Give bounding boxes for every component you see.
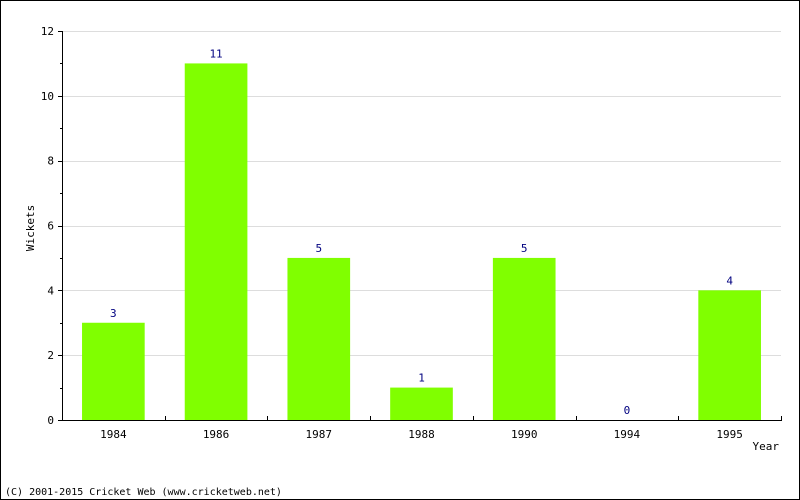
labels: 0 2 4 6 8 10 12 1984 3 1986 11 1987 5 1988 1 1990 5 1994 0… — [41, 25, 743, 441]
bar-1984 — [82, 322, 145, 420]
y-tick-label-0: 0 — [47, 414, 54, 427]
x-tick-label-1986: 1986 — [203, 428, 230, 441]
x-axis-label: Year — [753, 440, 780, 453]
data-label-1988: 1 — [418, 372, 425, 385]
bar-1988 — [390, 387, 453, 420]
x-tick-label-1990: 1990 — [511, 428, 538, 441]
y-tick-label-12: 12 — [41, 25, 54, 38]
bar-1986 — [184, 63, 248, 421]
y-tick-label-4: 4 — [47, 284, 54, 297]
y-tick-label-6: 6 — [47, 220, 54, 233]
data-label-1994: 0 — [624, 404, 631, 417]
x-tick-label-1994: 1994 — [614, 428, 641, 441]
x-tick-label-1987: 1987 — [306, 428, 333, 441]
bar-1987 — [287, 257, 351, 420]
x-tick-label-1995: 1995 — [716, 428, 743, 441]
y-tick-label-10: 10 — [41, 90, 54, 103]
bar-1995 — [698, 290, 761, 420]
bar-1990 — [492, 257, 556, 420]
x-tick-label-1988: 1988 — [408, 428, 435, 441]
axes — [58, 31, 782, 421]
data-label-1995: 4 — [726, 274, 733, 287]
x-tick-label-1984: 1984 — [100, 428, 127, 441]
data-label-1990: 5 — [521, 242, 528, 255]
data-label-1984: 3 — [110, 307, 117, 320]
bars — [82, 63, 761, 421]
copyright-footer: (C) 2001-2015 Cricket Web (www.cricketwe… — [5, 487, 282, 498]
y-axis-label: Wickets — [24, 205, 37, 251]
data-label-1987: 5 — [315, 242, 322, 255]
y-tick-label-2: 2 — [47, 349, 54, 362]
y-tick-label-8: 8 — [47, 155, 54, 168]
data-label-1986: 11 — [209, 47, 222, 60]
gridlines — [62, 31, 781, 356]
